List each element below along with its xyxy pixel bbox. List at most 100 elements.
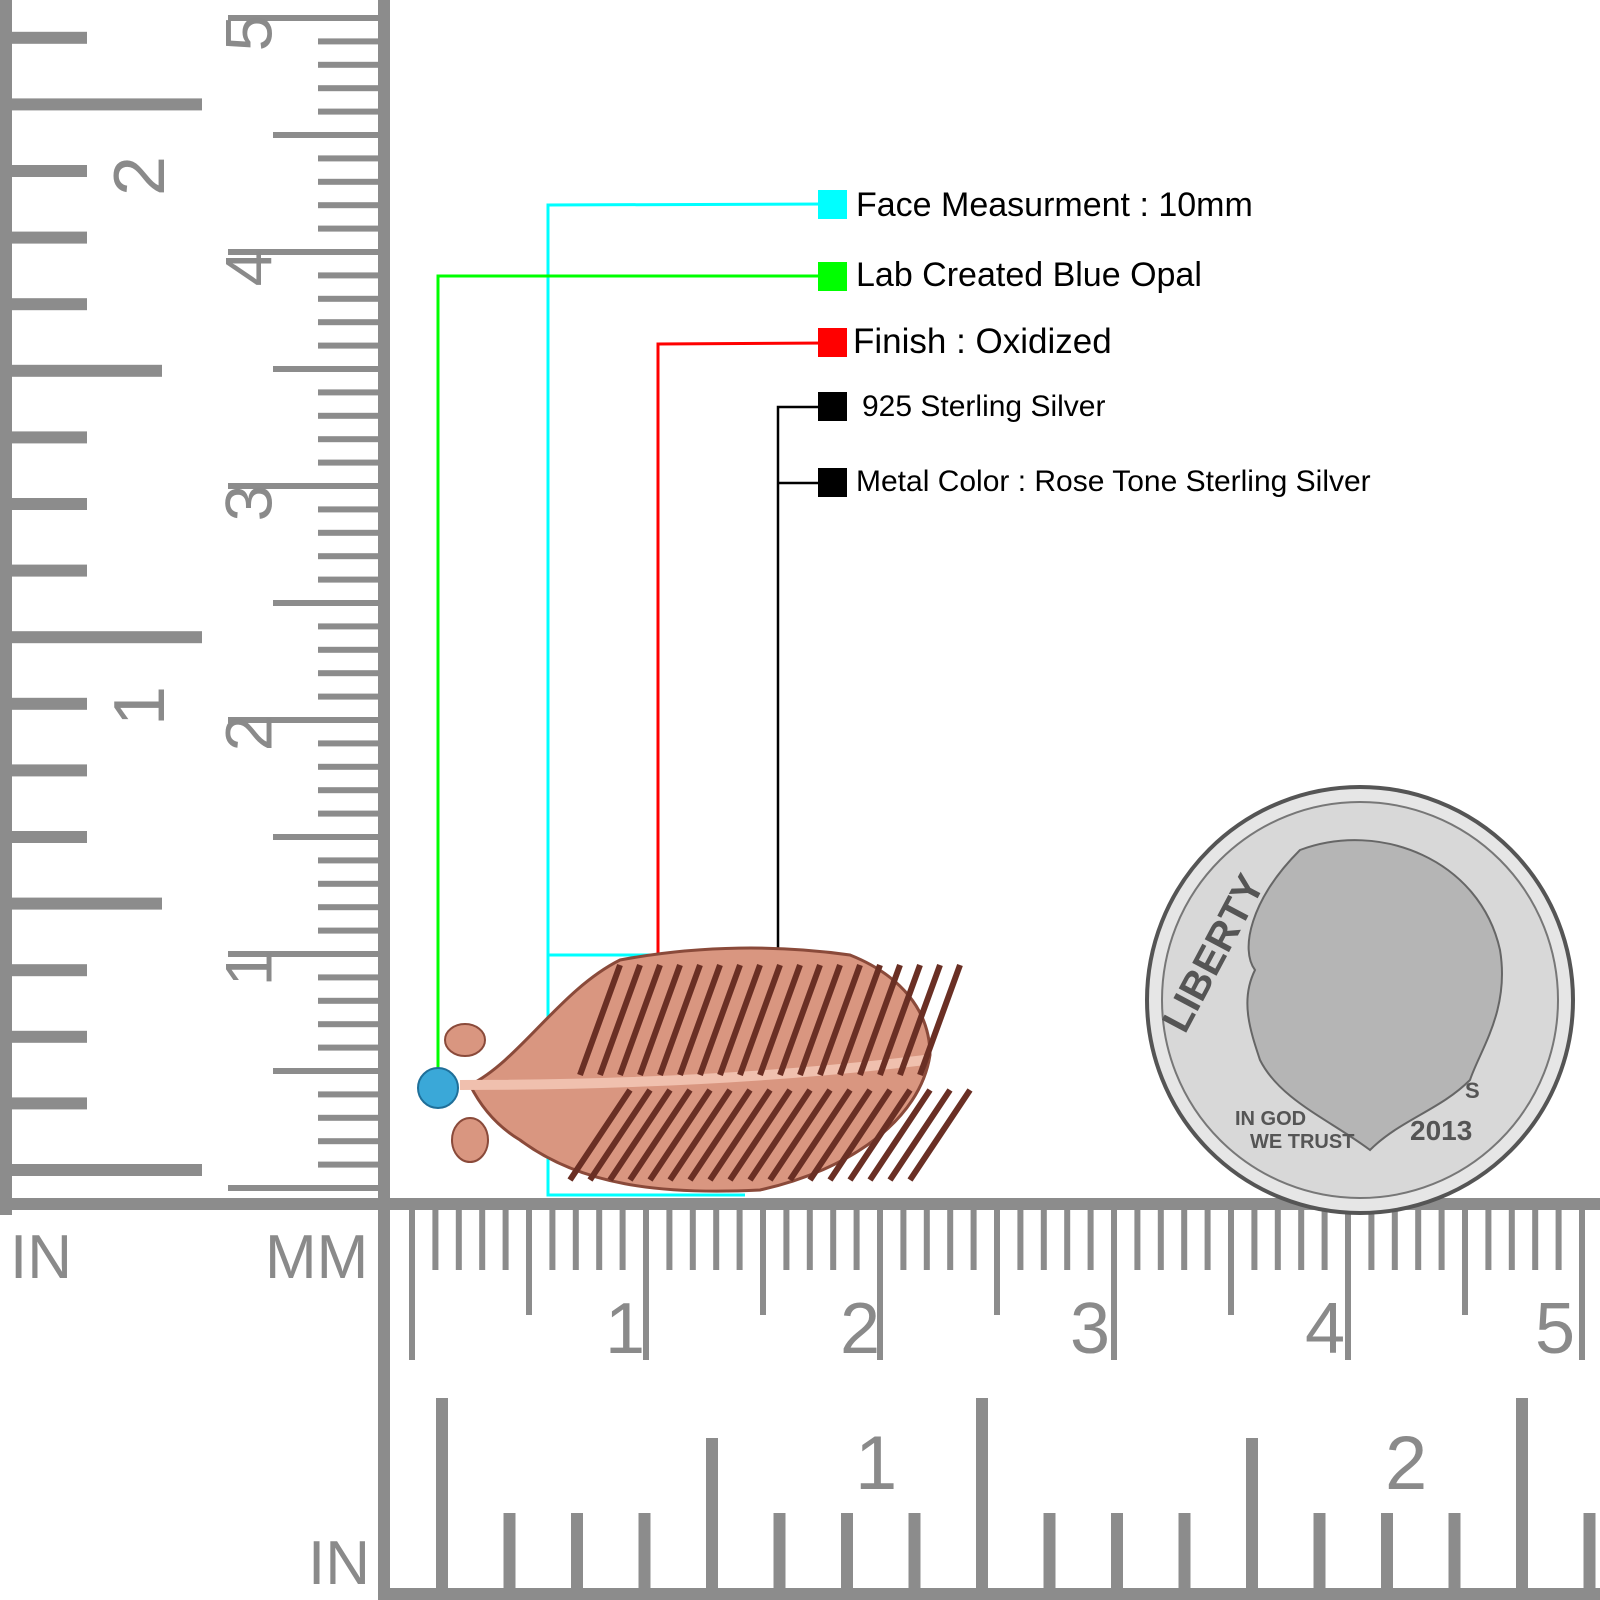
bottom-mm-tick bbox=[877, 1210, 883, 1360]
left-inch-tick bbox=[12, 431, 87, 444]
feather-barb bbox=[807, 1088, 873, 1182]
left-mm-tick bbox=[318, 155, 378, 162]
left-inch-label: 1 bbox=[100, 685, 181, 727]
left-mm-tick bbox=[318, 623, 378, 630]
bottom-inch-tick bbox=[976, 1398, 988, 1588]
bottom-mm-tick bbox=[479, 1210, 486, 1270]
bottom-mm-tick bbox=[1438, 1210, 1445, 1270]
bottom-inch-tick bbox=[571, 1513, 583, 1588]
bottom-mm-tick bbox=[1087, 1210, 1094, 1270]
feather-ring bbox=[417, 946, 973, 1193]
bottom-mm-tick bbox=[1508, 1210, 1515, 1270]
spec-face-measurement: Face Measurment : 10mm bbox=[856, 186, 1253, 224]
left-mm-tick bbox=[318, 880, 378, 887]
spec-metal-color: Metal Color : Rose Tone Sterling Silver bbox=[856, 465, 1371, 498]
left-mm-tick bbox=[318, 1161, 378, 1168]
feather-barb bbox=[607, 1088, 673, 1182]
bottom-inch-tick bbox=[1043, 1513, 1056, 1588]
left-mm-tick bbox=[318, 436, 378, 443]
left-mm-tick bbox=[273, 600, 378, 606]
bottom-inch-tick bbox=[706, 1438, 718, 1588]
left-mm-tick bbox=[228, 15, 378, 21]
spec-stone: Lab Created Blue Opal bbox=[856, 256, 1202, 294]
left-mm-tick bbox=[318, 904, 378, 911]
bottom-inch-tick bbox=[436, 1398, 448, 1588]
left-inch-tick bbox=[12, 298, 87, 311]
cyan-leader-line bbox=[546, 202, 829, 1197]
bottom-mm-tick bbox=[760, 1210, 766, 1315]
bottom-mm-tick bbox=[736, 1210, 743, 1270]
bottom-mm-tick bbox=[1415, 1210, 1422, 1270]
left-mm-tick bbox=[318, 412, 378, 419]
feather-barb bbox=[717, 963, 763, 1077]
left-mm-tick bbox=[228, 951, 378, 957]
bottom-mm-tick bbox=[1228, 1210, 1234, 1315]
bottom-mm-tick bbox=[572, 1210, 579, 1270]
bottom-inch-tick bbox=[503, 1513, 516, 1588]
bottom-cm-label: 1 bbox=[605, 1289, 646, 1369]
spec-finish: Finish : Oxidized bbox=[853, 322, 1112, 361]
left-ruler-divider bbox=[378, 0, 390, 1215]
bottom-mm-tick bbox=[432, 1210, 439, 1270]
left-mm-tick bbox=[318, 178, 378, 185]
left-mm-tick bbox=[318, 1091, 378, 1098]
feather-barb bbox=[637, 963, 683, 1077]
feather-barb bbox=[917, 963, 963, 1077]
feather-barb bbox=[687, 1088, 753, 1182]
left-inch-tick bbox=[12, 364, 162, 377]
left-inch-tick bbox=[12, 697, 87, 710]
coin-year: 2013 bbox=[1410, 1115, 1472, 1146]
bottom-inch-tick bbox=[1448, 1513, 1461, 1588]
bottom-cm-label: 3 bbox=[1070, 1289, 1111, 1369]
left-cm-label: 4 bbox=[211, 249, 286, 287]
coin-mint-mark: S bbox=[1465, 1078, 1480, 1103]
bottom-mm-tick bbox=[900, 1210, 907, 1270]
left-mm-tick bbox=[318, 646, 378, 653]
coin-motto-1: IN GOD bbox=[1235, 1108, 1306, 1130]
left-mm-tick bbox=[318, 763, 378, 770]
feather-barb bbox=[567, 1088, 633, 1182]
left-ruler-edge bbox=[0, 0, 12, 1215]
feather-barb bbox=[627, 1088, 693, 1182]
bottom-mm-tick bbox=[1485, 1210, 1492, 1270]
left-inch-tick bbox=[12, 831, 87, 843]
left-inch-tick bbox=[12, 564, 87, 577]
bottom-mm-tick bbox=[502, 1210, 509, 1270]
feather-barb bbox=[597, 963, 643, 1077]
bottom-ruler-top-edge bbox=[0, 1198, 1600, 1210]
bottom-mm-tick bbox=[1345, 1210, 1351, 1360]
left-mm-unit: MM bbox=[265, 1223, 369, 1292]
feather-barb bbox=[827, 1088, 893, 1182]
green-swatch bbox=[818, 262, 847, 291]
feather-barb bbox=[847, 1088, 913, 1182]
left-inch-tick bbox=[12, 31, 87, 44]
left-mm-tick bbox=[318, 553, 378, 560]
feather-barb bbox=[797, 963, 843, 1077]
bottom-mm-tick bbox=[830, 1210, 837, 1270]
feather-barb bbox=[667, 1088, 733, 1182]
cyan-swatch bbox=[818, 190, 847, 219]
bottom-mm-tick bbox=[1040, 1210, 1047, 1270]
left-mm-tick bbox=[318, 693, 378, 700]
feather-barb bbox=[617, 963, 663, 1077]
feather-barb bbox=[907, 1088, 973, 1182]
left-mm-tick bbox=[228, 717, 378, 723]
left-mm-tick bbox=[228, 249, 378, 255]
bottom-mm-tick bbox=[1064, 1210, 1071, 1270]
bottom-ruler-left-edge bbox=[378, 1198, 390, 1600]
left-mm-tick bbox=[318, 974, 378, 981]
feather-barb bbox=[877, 963, 923, 1077]
bottom-mm-tick bbox=[409, 1210, 415, 1360]
green-leader-line bbox=[436, 274, 828, 1075]
left-mm-tick bbox=[273, 834, 378, 840]
bottom-cm-label: 2 bbox=[840, 1289, 881, 1369]
bottom-inch-tick bbox=[773, 1513, 786, 1588]
left-cm-label: 5 bbox=[211, 14, 286, 52]
bottom-mm-tick bbox=[806, 1210, 813, 1270]
bottom-cm-label: 5 bbox=[1535, 1289, 1576, 1369]
bottom-ruler-bottom-edge bbox=[378, 1588, 1600, 1600]
feather-barb bbox=[767, 1088, 833, 1182]
bottom-mm-tick bbox=[549, 1210, 556, 1270]
